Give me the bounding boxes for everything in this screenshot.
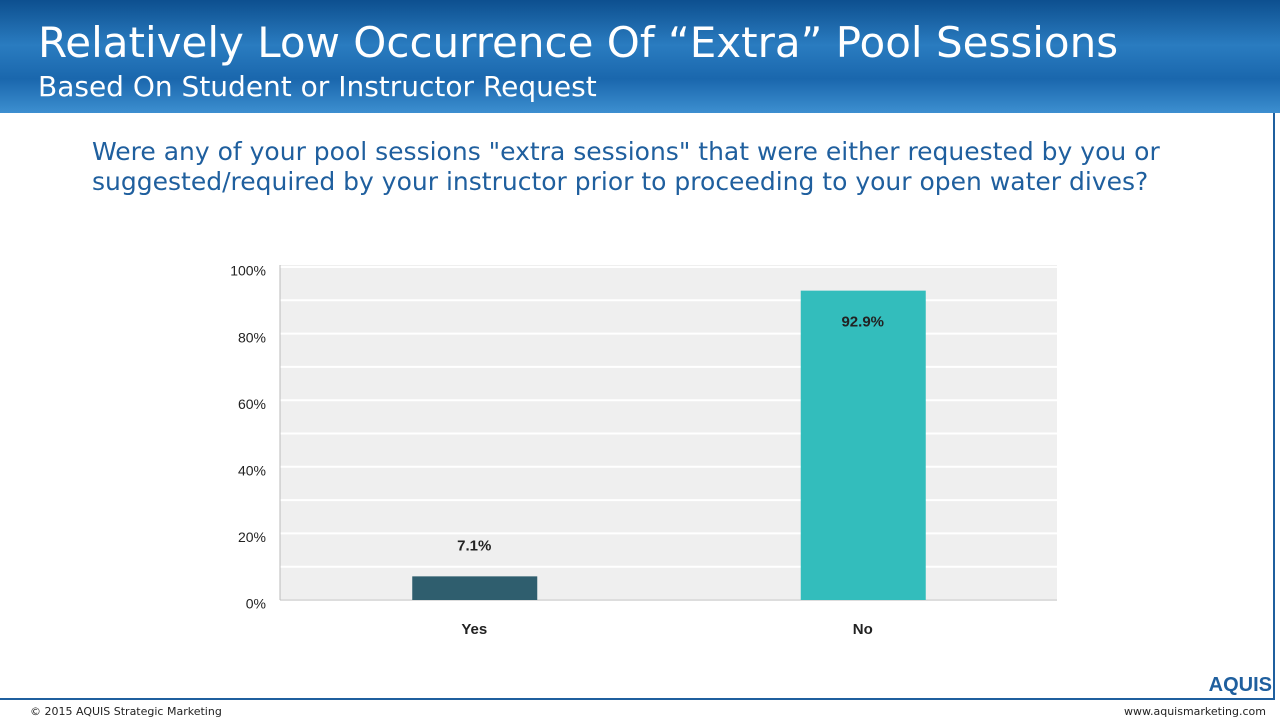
y-tick-label: 0% <box>246 596 266 612</box>
value-label: 92.9% <box>841 314 884 331</box>
y-tick-label: 60% <box>238 396 266 412</box>
value-label: 7.1% <box>457 537 491 554</box>
copyright: © 2015 AQUIS Strategic Marketing <box>30 705 222 718</box>
x-tick-label: Yes <box>461 621 487 638</box>
y-tick-label: 40% <box>238 463 266 479</box>
question: Were any of your pool sessions "extra se… <box>92 137 1160 196</box>
url: www.aquismarketing.com <box>1124 705 1266 718</box>
frame <box>0 113 1275 700</box>
x-tick-label: No <box>853 621 873 638</box>
y-tick-label: 80% <box>238 329 266 345</box>
bar <box>412 576 538 600</box>
y-tick-label: 100% <box>230 263 266 279</box>
title: Relatively Low Occurrence Of “Extra” Poo… <box>38 18 1119 67</box>
y-tick-label: 20% <box>238 529 266 545</box>
bar <box>800 290 926 600</box>
header: Relatively Low Occurrence Of “Extra” Poo… <box>0 0 1280 113</box>
subtitle: Based On Student or Instructor Request <box>38 70 597 103</box>
logo: AQUIS <box>1208 674 1272 696</box>
